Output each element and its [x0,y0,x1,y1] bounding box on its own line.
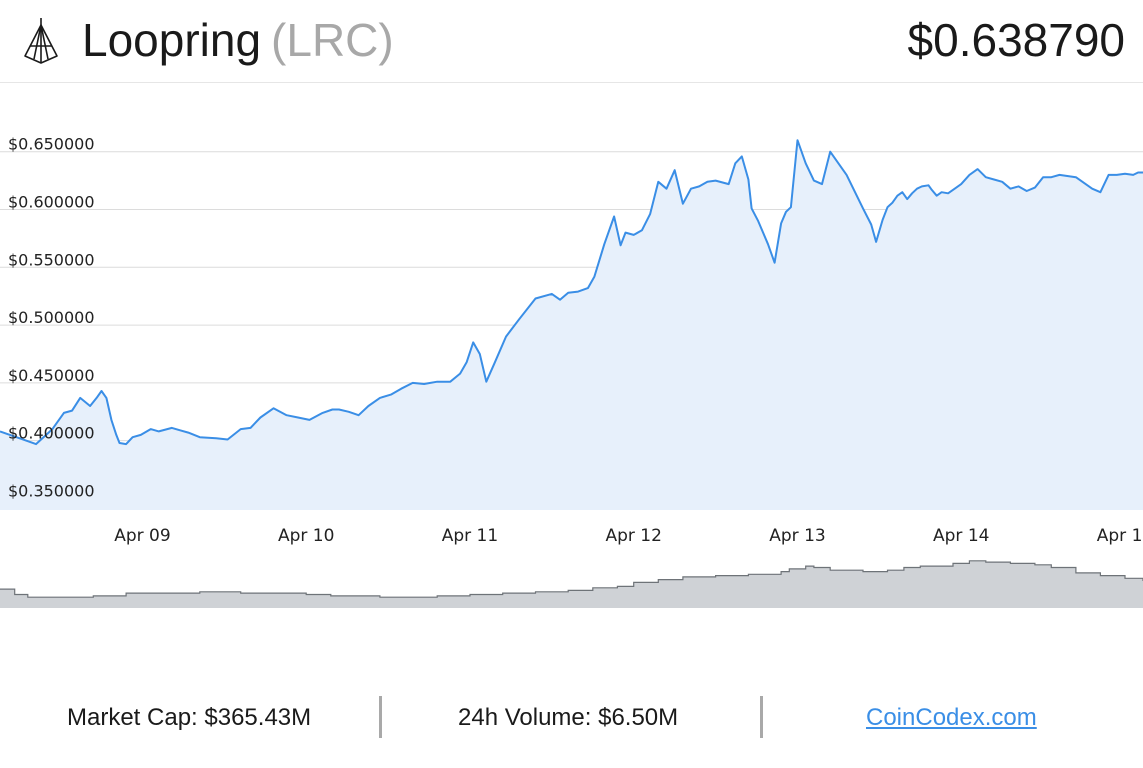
y-tick-label: $0.350000 [8,481,95,500]
coin-name: Loopring [82,14,262,66]
price-area [0,140,1143,510]
x-tick-label: Apr 14 [933,526,989,546]
y-tick-label: $0.500000 [8,308,95,327]
coincodex-link[interactable]: CoinCodex.com [866,704,1037,731]
volume-24h: 24h Volume: $6.50M [458,704,679,731]
x-tick-label: Apr 11 [442,526,498,546]
current-price: $0.638790 [907,14,1125,66]
y-tick-label: $0.450000 [8,366,95,385]
y-tick-label: $0.650000 [8,135,95,154]
chart-header: Loopring (LRC) $0.638790 [0,0,1143,83]
x-tick-label: Apr 09 [114,526,170,546]
y-tick-label: $0.400000 [8,424,95,443]
x-tick-label: Apr 13 [769,526,825,546]
x-tick-label: Apr 10 [278,526,334,546]
price-chart[interactable]: $0.350000 $0.400000 $0.450000 $0.500000 $0.5… [0,84,1143,614]
divider [379,696,382,738]
coin-title: Loopring (LRC) [82,12,394,68]
x-tick-label: Apr 12 [605,526,661,546]
y-tick-label: $0.600000 [8,193,95,212]
loopring-logo-icon [24,18,58,64]
volume-area [0,560,1143,608]
volume-line [0,560,1143,598]
price-line [0,139,1143,446]
coin-symbol: (LRC) [271,14,394,66]
market-cap: Market Cap: $365.43M [67,704,312,731]
y-tick-label: $0.550000 [8,250,95,269]
stats-footer: Market Cap: $365.43M 24h Volume: $6.50M … [0,690,1143,746]
x-tick-label: Apr 15 [1097,526,1143,546]
divider [760,696,763,738]
